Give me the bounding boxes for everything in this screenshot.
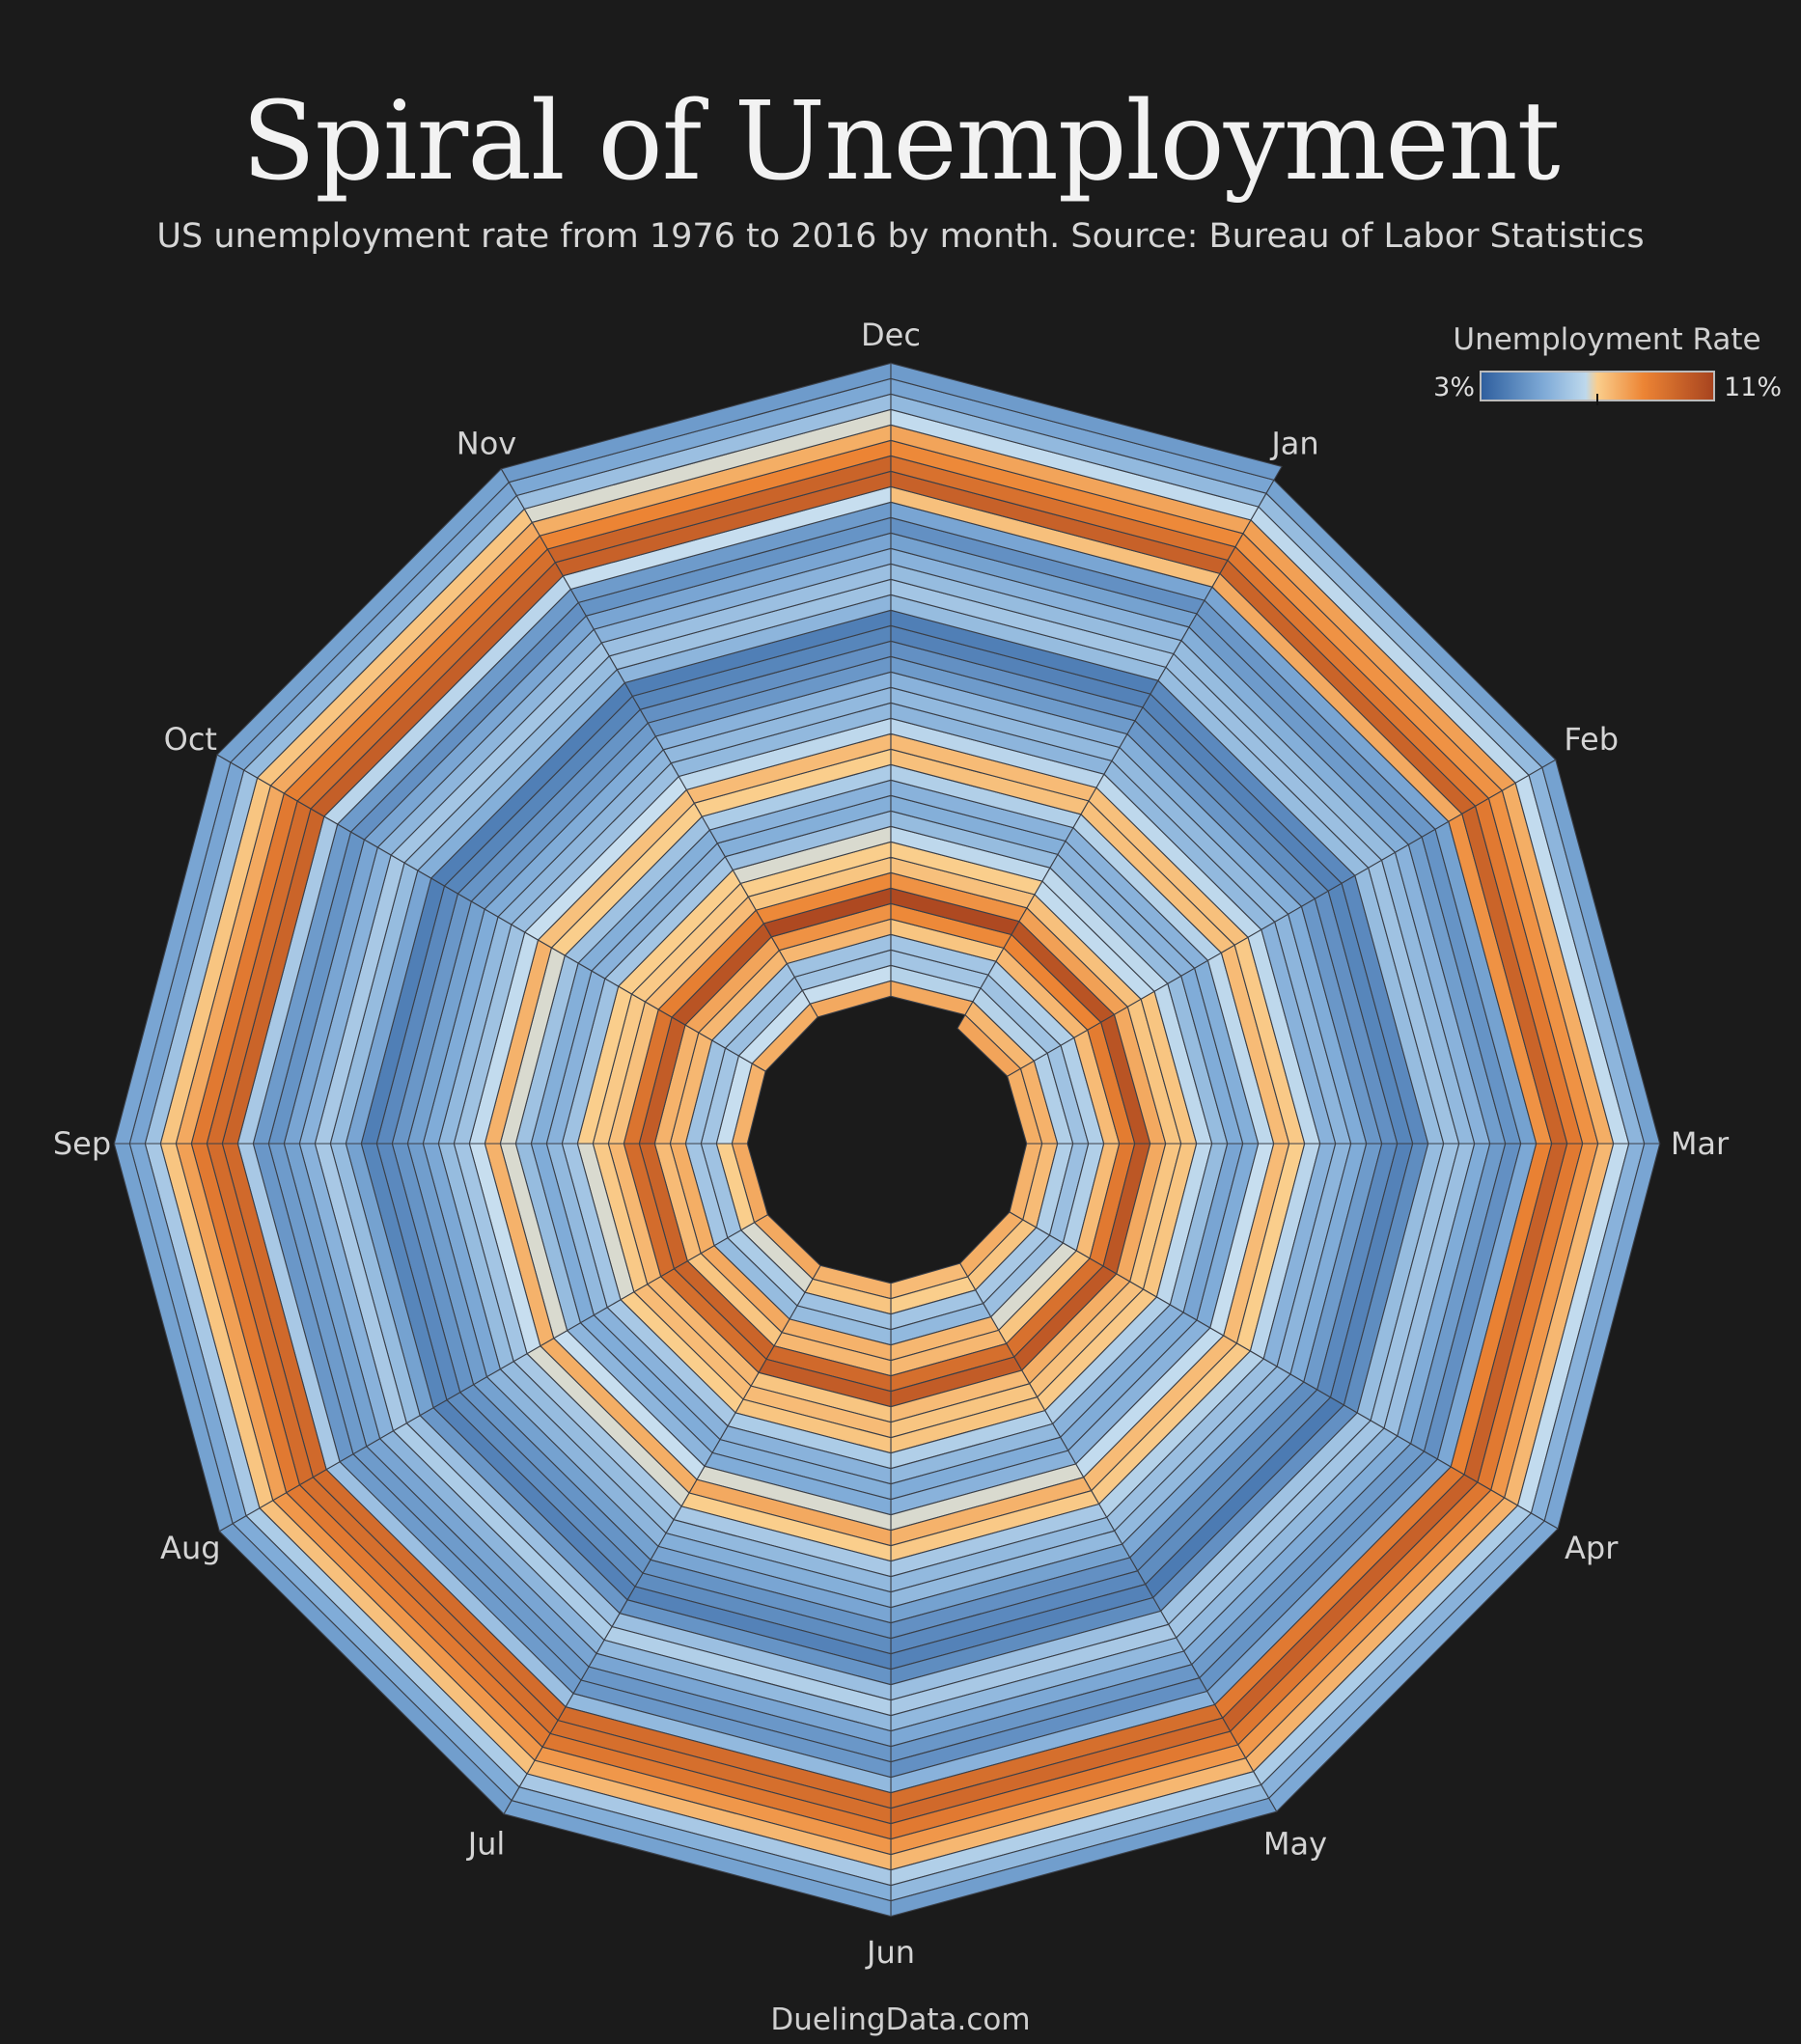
- month-label-feb: Feb: [1564, 721, 1619, 758]
- legend-title: Unemployment Rate: [1453, 322, 1761, 357]
- month-label-aug: Aug: [160, 1530, 220, 1566]
- legend-midpoint-tick: [1596, 394, 1598, 405]
- month-label-sep: Sep: [53, 1125, 111, 1162]
- month-label-jan: Jan: [1269, 425, 1318, 461]
- legend-max-label: 11%: [1724, 373, 1783, 402]
- footer-credit: DuelingData.com: [770, 2003, 1031, 2037]
- spiral-segments: [113, 362, 1661, 1918]
- chart-subtitle: US unemployment rate from 1976 to 2016 b…: [156, 217, 1645, 256]
- legend-min-label: 3%: [1433, 373, 1475, 402]
- month-label-mar: Mar: [1671, 1125, 1730, 1162]
- month-label-dec: Dec: [861, 317, 921, 353]
- month-label-nov: Nov: [457, 425, 516, 461]
- month-label-apr: Apr: [1565, 1530, 1619, 1566]
- month-label-oct: Oct: [164, 721, 217, 758]
- month-labels: Jan Feb Mar Apr May Jun Jul Aug Sep Oct Nov Dec: [53, 317, 1730, 1971]
- month-label-jul: Jul: [466, 1826, 506, 1863]
- spiral-segment-2016-Dec: [890, 362, 1283, 482]
- month-label-jun: Jun: [865, 1934, 915, 1971]
- month-label-may: May: [1263, 1826, 1327, 1863]
- chart-title: Spiral of Unemployment: [241, 79, 1560, 205]
